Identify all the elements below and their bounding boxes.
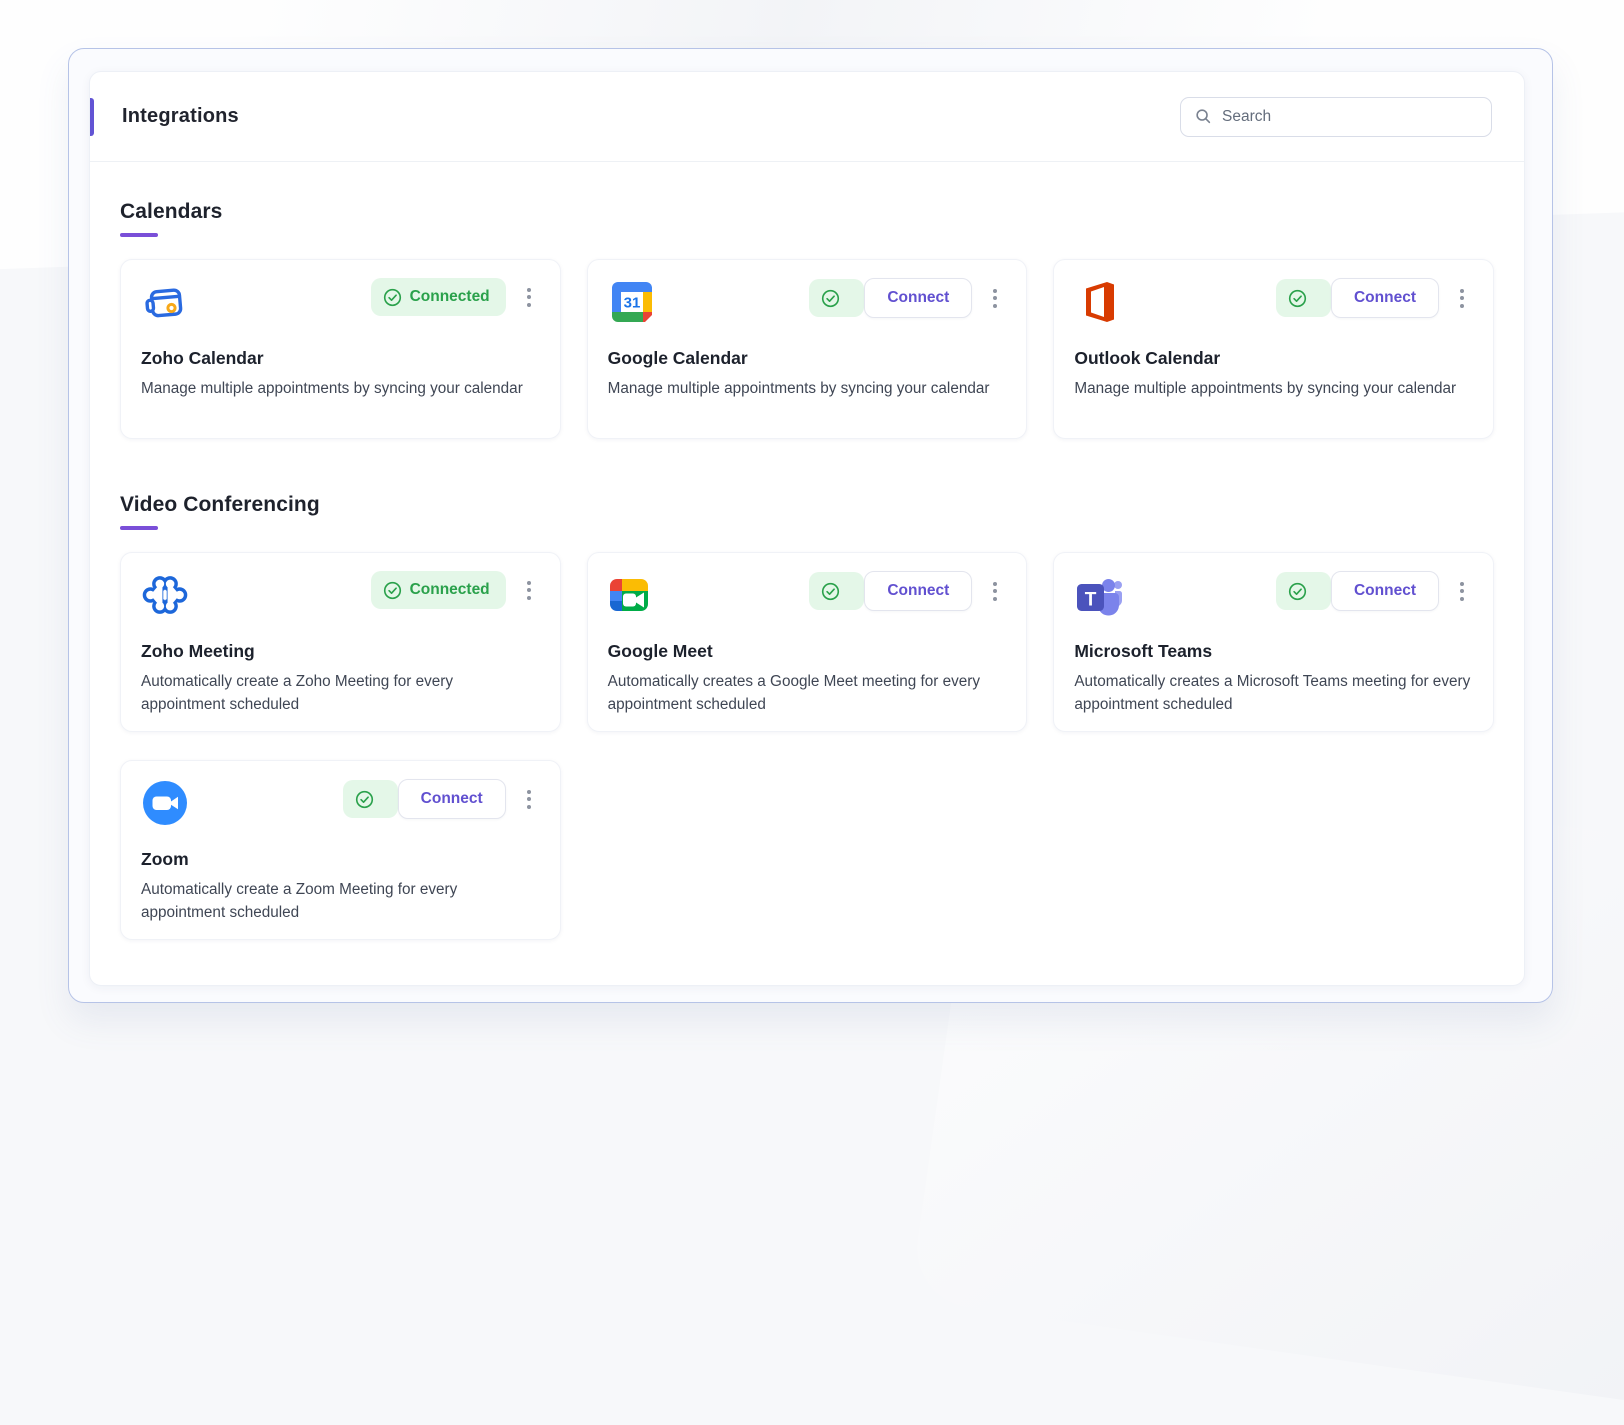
badge-label: Connected: [409, 581, 490, 598]
integration-description: Manage multiple appointments by syncing …: [141, 380, 523, 397]
connect-button[interactable]: Connect: [1330, 278, 1439, 318]
page-title: Integrations: [122, 105, 239, 127]
integration-name: Zoho Meeting: [141, 641, 255, 661]
connect-button[interactable]: Connect: [1330, 571, 1439, 611]
check-circle-icon: [822, 289, 840, 307]
integration-name: Outlook Calendar: [1074, 348, 1221, 368]
card-actions: Connect: [342, 779, 540, 819]
more-options-kebab-icon[interactable]: [1451, 572, 1473, 610]
card-actions: Connected: [370, 278, 540, 316]
outlook-calendar-icon: [1074, 278, 1122, 326]
card-actions: Connect: [1275, 571, 1473, 611]
connected-status-badge: Connected: [370, 278, 506, 316]
card-actions: Connect: [1275, 278, 1473, 318]
card-top-row: Connected: [141, 278, 540, 326]
connected-status-badge: [1275, 279, 1331, 317]
connect-button[interactable]: Connect: [864, 278, 973, 318]
card-top-row: T Connect: [1074, 571, 1473, 619]
check-circle-icon: [383, 581, 401, 599]
check-circle-icon: [383, 288, 401, 306]
more-options-kebab-icon[interactable]: [984, 572, 1006, 610]
card-top-row: Connect: [1074, 278, 1473, 326]
card-actions: Connected: [370, 571, 540, 609]
section-title: Video Conferencing: [120, 493, 320, 516]
integration-name: Google Calendar: [607, 348, 748, 368]
check-circle-icon: [355, 790, 373, 808]
search-input[interactable]: [1222, 107, 1477, 126]
connect-button[interactable]: Connect: [397, 779, 506, 819]
more-options-kebab-icon[interactable]: [1451, 279, 1473, 317]
integration-card-outlook-calendar: Connect Outlook Calendar Manage multiple…: [1053, 259, 1494, 439]
integration-card-zoho-calendar: Connected Zoho Calendar Manage multiple …: [120, 259, 561, 439]
card-actions: Connect: [809, 571, 1006, 611]
connected-status-badge: [342, 780, 398, 818]
integration-name: Microsoft Teams: [1074, 641, 1213, 661]
svg-text:31: 31: [623, 295, 640, 312]
card-top-row: Connected: [141, 571, 540, 619]
connect-button[interactable]: Connect: [864, 571, 973, 611]
integration-card-google-meet: Connect Google Meet Automatically create…: [586, 552, 1028, 732]
more-options-kebab-icon[interactable]: [518, 780, 540, 818]
integration-description: Automatically creates a Microsoft Teams …: [1074, 673, 1471, 713]
integration-description: Automatically create a Zoho Meeting for …: [141, 673, 454, 713]
card-top-row: Connect: [141, 779, 540, 827]
integration-description: Manage multiple appointments by syncing …: [607, 380, 990, 397]
section-title: Calendars: [120, 200, 223, 223]
search-box[interactable]: [1180, 96, 1492, 137]
integration-name: Zoom: [141, 849, 189, 869]
integration-card-google-calendar: 31 Connect Google Calendar Manage multip…: [586, 259, 1028, 439]
integration-card-zoom: Connect Zoom Automatically create a Zoom…: [120, 760, 561, 940]
more-options-kebab-icon[interactable]: [518, 278, 540, 316]
cards-grid-video-conferencing: Connected Zoho Meeting Automatically cre…: [120, 552, 1494, 940]
check-circle-icon: [1288, 582, 1307, 600]
zoho-meeting-icon: [141, 571, 189, 619]
connected-status-badge: [809, 279, 865, 317]
card-top-row: Connect: [608, 571, 1007, 619]
connected-status-badge: [809, 572, 865, 610]
more-options-kebab-icon[interactable]: [518, 571, 540, 609]
integration-name: Google Meet: [607, 641, 713, 661]
svg-text:T: T: [1085, 590, 1097, 611]
microsoft-teams-icon: T: [1074, 571, 1123, 619]
google-calendar-icon: 31: [608, 278, 656, 326]
panel-header: Integrations: [90, 72, 1524, 162]
section-video-conferencing: Video Conferencing: [120, 493, 1494, 940]
cards-grid-calendars: Connected Zoho Calendar Manage multiple …: [120, 259, 1494, 439]
title-accent-bar: [90, 98, 94, 136]
section-title-underline: [120, 233, 158, 237]
badge-label: Connected: [409, 288, 490, 305]
zoho-calendar-icon: [141, 278, 189, 326]
integration-description: Automatically create a Zoom Meeting for …: [141, 881, 458, 921]
connected-status-badge: [1275, 572, 1331, 610]
integration-description: Automatically creates a Google Meet meet…: [607, 673, 981, 713]
integration-card-zoho-meeting: Connected Zoho Meeting Automatically cre…: [120, 552, 561, 732]
integrations-panel: Integrations Calendars: [89, 71, 1525, 986]
check-circle-icon: [1288, 289, 1307, 307]
card-top-row: 31 Connect: [608, 278, 1007, 326]
zoom-icon: [141, 779, 189, 827]
integration-description: Manage multiple appointments by syncing …: [1074, 380, 1457, 397]
check-circle-icon: [822, 582, 840, 600]
integrations-window: Integrations Calendars: [68, 48, 1553, 1003]
section-calendars: Calendars Connected: [120, 200, 1494, 439]
section-title-underline: [120, 526, 158, 530]
card-actions: Connect: [809, 278, 1006, 318]
integration-name: Zoho Calendar: [141, 348, 264, 368]
connected-status-badge: Connected: [370, 571, 506, 609]
search-icon: [1196, 109, 1211, 124]
more-options-kebab-icon[interactable]: [984, 279, 1006, 317]
google-meet-icon: [608, 571, 656, 619]
integration-card-microsoft-teams: T Connect Microsoft Teams Automatically …: [1053, 552, 1494, 732]
panel-body: Calendars Connected: [90, 200, 1524, 940]
